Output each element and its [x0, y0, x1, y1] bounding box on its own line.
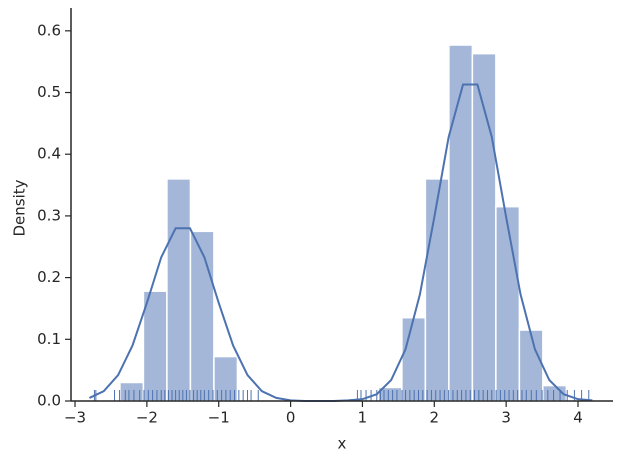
x-tick-label: 0: [286, 409, 296, 427]
x-tick-label: −1: [208, 409, 230, 427]
y-tick-label: 0.2: [37, 268, 61, 286]
y-tick-label: 0.1: [37, 330, 61, 348]
x-tick-label: 3: [501, 409, 511, 427]
x-tick-label: −2: [136, 409, 158, 427]
bar: [424, 178, 450, 402]
x-tick-label: 4: [573, 409, 583, 427]
y-tick-label: 0.0: [37, 392, 61, 410]
y-axis-label: Density: [11, 179, 29, 236]
y-tick-label: 0.6: [37, 21, 61, 39]
bar: [142, 290, 168, 402]
bar: [401, 316, 427, 402]
x-axis-label: x: [338, 435, 347, 453]
y-tick-label: 0.5: [37, 83, 61, 101]
y-tick-label: 0.4: [37, 145, 61, 163]
bar: [166, 178, 192, 402]
x-tick-label: 1: [358, 409, 368, 427]
y-tick-label: 0.3: [37, 206, 61, 224]
bar: [189, 230, 215, 402]
bar: [495, 205, 521, 402]
bar: [448, 44, 474, 402]
x-tick-label: 2: [430, 409, 440, 427]
x-tick-label: −3: [64, 409, 86, 427]
